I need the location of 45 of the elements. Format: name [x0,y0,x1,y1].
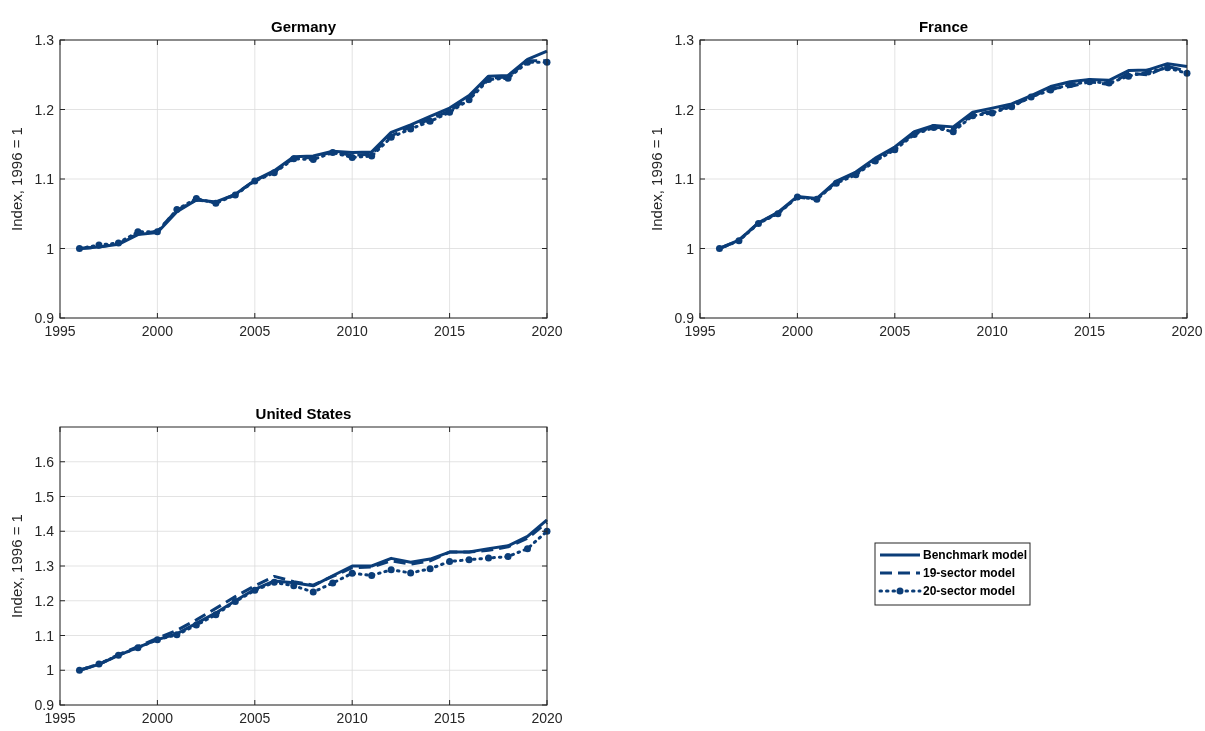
y-tick-label: 1 [46,662,55,679]
x-tick-label: 2020 [1171,323,1203,339]
y-tick-label: 1.4 [34,523,55,540]
x-tick-label: 1995 [44,710,76,726]
y-tick-label: 1.3 [674,32,695,48]
chart-title: United States [255,405,352,422]
y-tick-label: 1.6 [34,453,55,470]
x-tick-label: 2000 [141,710,174,726]
x-tick-label: 2005 [239,710,271,726]
y-tick-label: 1 [686,240,695,257]
y-tick-label: 1.2 [674,101,695,118]
chart-title: France [918,18,969,35]
y-tick-label: 1.2 [34,101,55,118]
y-tick-label: 1.3 [34,558,55,574]
y-axis-title: Index, 1996 = 1 [8,514,25,618]
x-tick-label: 2000 [141,323,174,339]
legend-label: 19-sector model [923,566,1016,580]
y-tick-label: 0.9 [674,310,695,326]
y-axis-title: Index, 1996 = 1 [648,127,665,231]
x-tick-label: 2020 [531,710,563,726]
chart-title: Germany [270,18,337,35]
x-tick-label: 1995 [684,323,716,339]
legend-label: 20-sector model [923,584,1016,598]
x-tick-label: 2015 [1074,323,1106,339]
x-tick-label: 2000 [781,323,814,339]
y-tick-label: 1.5 [34,488,55,505]
y-tick-label: 1.1 [34,627,55,644]
y-axis-title: Index, 1996 = 1 [8,127,25,231]
x-tick-label: 2005 [879,323,911,339]
x-tick-label: 2015 [434,323,466,339]
x-tick-label: 2015 [434,710,466,726]
y-tick-label: 1.1 [34,171,55,187]
x-tick-label: 2010 [336,323,368,339]
x-tick-label: 2010 [336,710,368,726]
y-tick-label: 0.9 [34,697,55,713]
x-tick-label: 2010 [976,323,1008,339]
y-tick-label: 1.3 [34,32,55,48]
x-tick-label: 2005 [239,323,271,339]
y-tick-label: 1 [46,240,55,257]
y-tick-label: 1.2 [34,592,55,609]
y-tick-label: 0.9 [34,310,55,326]
x-tick-label: 1995 [44,323,76,339]
y-tick-label: 1.1 [674,171,695,187]
x-tick-label: 2020 [531,323,563,339]
legend-label: Benchmark model [923,548,1028,562]
